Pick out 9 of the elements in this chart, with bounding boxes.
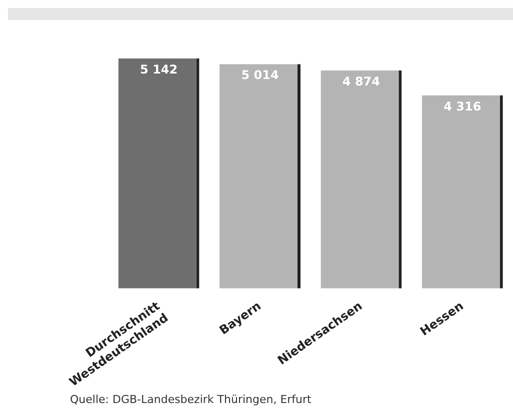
data-label: 5 014 (241, 68, 279, 82)
data-label: 4 874 (342, 74, 380, 88)
bar (422, 95, 500, 288)
source-note: Quelle: DGB-Landesbezirk Thüringen, Erfurt (70, 393, 312, 406)
bar (220, 64, 298, 288)
data-label: 4 316 (444, 99, 482, 114)
bar (118, 58, 196, 288)
data-label: 5 142 (140, 62, 178, 76)
bar (320, 70, 399, 288)
